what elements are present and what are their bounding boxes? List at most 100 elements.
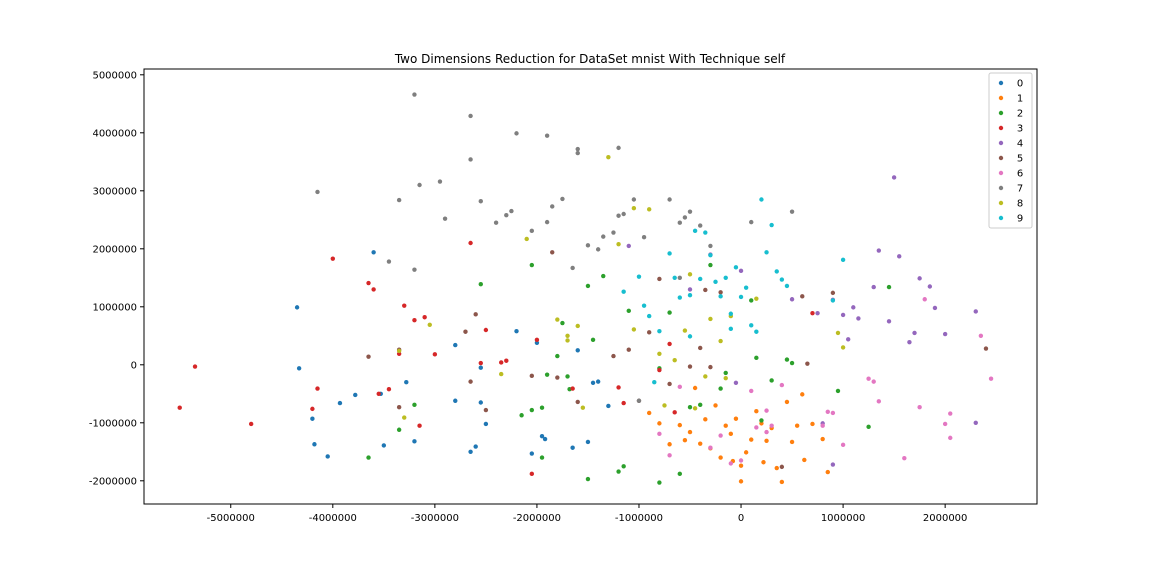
data-point [754,409,759,414]
y-tick-label: 0 [131,360,137,371]
data-point [504,212,509,218]
data-point [973,309,978,314]
x-tick-label: -4000000 [309,513,357,524]
data-point [942,421,948,427]
data-point [667,197,672,202]
data-point [514,328,519,334]
data-point [616,241,621,247]
data-point [294,305,300,310]
data-point [192,364,198,369]
legend-marker [998,215,1004,221]
data-point [677,422,682,428]
data-point [708,262,713,268]
data-point [606,154,611,160]
x-axis: -5000000 -4000000 -3000000 -2000000 -1000000… [207,504,967,524]
data-point [412,402,417,408]
data-point [560,196,565,202]
data-point [718,455,723,460]
data-point [585,243,591,248]
legend-marker [998,140,1004,146]
data-point [483,421,489,427]
data-point [641,303,647,308]
data-point [713,403,718,408]
data-point [427,322,432,327]
data-point [404,380,409,385]
data-point [667,453,672,458]
data-point [616,145,621,151]
data-point [580,405,586,410]
data-point [886,319,892,324]
data-point [891,175,897,180]
data-point [606,403,611,409]
data-point [703,230,708,235]
data-point [815,310,820,316]
data-point [601,234,606,239]
data-point [830,298,836,303]
data-point [738,463,744,468]
data-point [902,455,907,461]
data-point [555,375,560,380]
data-point [468,449,473,454]
data-point [692,406,698,411]
series-8 [396,154,846,420]
plot-area-frame [143,68,1038,505]
data-point [677,471,682,477]
data-point [687,334,693,339]
data-point [539,405,545,410]
data-point [687,287,693,292]
data-point [575,150,580,156]
data-point [657,431,662,437]
data-point [672,275,677,280]
data-point [248,421,254,427]
data-point [871,284,876,290]
data-point [769,378,774,383]
data-point [453,398,458,403]
data-point [764,438,769,443]
data-point [565,338,570,343]
data-point [646,410,652,416]
data-point [478,365,483,370]
series-0 [294,250,611,459]
data-point [381,443,387,448]
data-point [789,439,795,445]
data-point [749,298,754,303]
data-point [396,404,402,410]
legend-marker [998,155,1004,161]
data-point [754,329,759,334]
x-tick-label: -3000000 [411,513,459,524]
data-point [784,283,790,289]
data-point [728,311,734,316]
data-point [468,157,473,162]
data-point [845,337,851,342]
legend-label: 3 [1017,124,1023,135]
data-point [621,211,626,217]
data-point [315,189,320,195]
data-point [764,250,769,255]
data-point [754,355,759,361]
data-point [825,469,830,475]
data-point [886,284,892,290]
data-point [524,236,529,242]
y-tick-label: 1000000 [92,302,137,313]
data-point [565,333,570,338]
data-point [483,327,489,333]
data-point [417,182,422,188]
data-point [529,228,535,234]
data-point [371,250,376,255]
data-point [784,357,790,362]
data-point [917,276,922,281]
series-4 [626,175,978,467]
data-point [779,382,785,388]
data-point [544,133,550,138]
data-point [636,398,642,403]
data-point [779,479,785,485]
data-point [728,431,734,437]
legend-label: 0 [1017,79,1023,90]
legend-label: 2 [1017,109,1023,120]
data-point [402,303,407,308]
data-point [402,415,407,420]
data-point [866,376,871,381]
data-point [917,404,922,410]
data-point [830,462,836,467]
